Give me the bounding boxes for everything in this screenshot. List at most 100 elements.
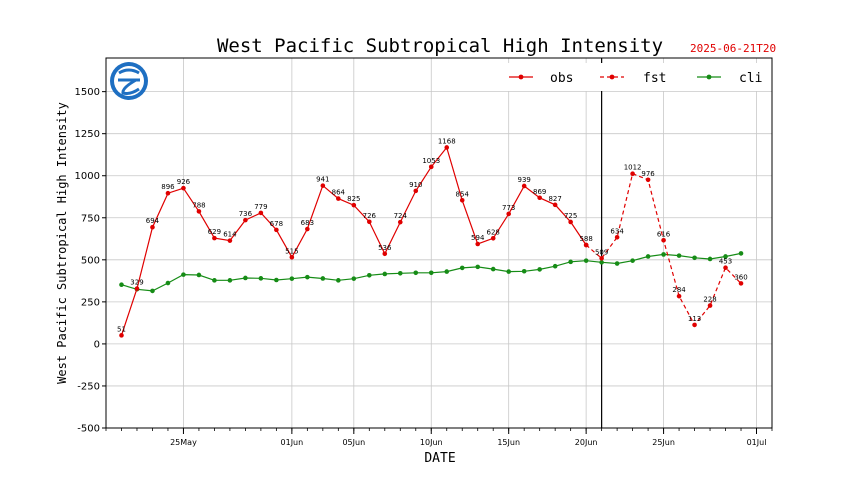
data-point-cli bbox=[367, 272, 372, 278]
x-tick-label: 25May bbox=[170, 438, 197, 447]
y-tick-label: 1000 bbox=[75, 171, 100, 182]
data-label-obs: 869 bbox=[533, 188, 546, 196]
data-point-fst bbox=[738, 281, 744, 286]
x-axis: 25May 01Jun 05Jun 10Jun 15Jun 20Jun 25Jun 01Jul bbox=[105, 428, 773, 447]
data-label-fst: 284 bbox=[672, 286, 686, 294]
data-point-obs bbox=[289, 254, 295, 260]
data-point-obs bbox=[475, 241, 481, 247]
x-tick-label: 10Jun bbox=[420, 438, 443, 447]
data-point-obs bbox=[568, 219, 573, 225]
data-label-fst: 1012 bbox=[624, 164, 642, 172]
data-label-obs: 825 bbox=[347, 195, 360, 203]
data-point-cli bbox=[738, 251, 744, 256]
data-label-obs: 1053 bbox=[422, 157, 440, 165]
data-point-cli bbox=[506, 269, 511, 274]
data-point-obs bbox=[243, 217, 248, 223]
data-point-obs bbox=[196, 209, 202, 214]
x-tick-label: 25Jun bbox=[652, 438, 675, 447]
plot-background bbox=[106, 58, 772, 428]
timestamp-label: 2025-06-21T20 bbox=[690, 42, 776, 55]
data-label-obs: 594 bbox=[471, 234, 485, 242]
data-label-obs: 854 bbox=[456, 190, 470, 198]
y-tick-label: -250 bbox=[77, 381, 100, 392]
data-point-cli bbox=[150, 288, 155, 294]
series-cli bbox=[119, 251, 744, 294]
data-point-cli bbox=[723, 254, 728, 259]
data-label-obs: 726 bbox=[363, 212, 377, 220]
data-label-obs: 588 bbox=[579, 235, 592, 243]
data-point-cli bbox=[320, 276, 326, 281]
data-label-obs: 628 bbox=[487, 228, 500, 236]
data-label-obs: 694 bbox=[146, 217, 160, 225]
data-point-cli bbox=[537, 267, 542, 272]
x-tick-label: 15Jun bbox=[497, 438, 520, 447]
data-point-cli bbox=[428, 270, 434, 276]
data-point-obs bbox=[212, 235, 217, 241]
plot-frame bbox=[105, 57, 773, 429]
data-point-cli bbox=[552, 263, 558, 269]
data-point-fst bbox=[692, 322, 697, 328]
data-label-obs: 773 bbox=[502, 204, 515, 212]
data-point-fst bbox=[630, 171, 635, 177]
data-label-fst: 453 bbox=[719, 258, 732, 266]
data-point-cli bbox=[227, 278, 233, 283]
data-label-obs: 926 bbox=[177, 178, 191, 186]
data-point-obs bbox=[320, 183, 326, 188]
data-point-cli bbox=[397, 270, 403, 276]
data-point-obs bbox=[537, 195, 542, 201]
data-label-obs: 329 bbox=[130, 279, 143, 287]
data-point-cli bbox=[475, 264, 481, 270]
legend-marker-obs bbox=[518, 74, 524, 80]
data-point-obs bbox=[336, 196, 341, 201]
data-label-obs: 614 bbox=[223, 231, 237, 239]
data-point-cli bbox=[165, 280, 171, 286]
data-label-obs: 788 bbox=[192, 201, 205, 209]
data-point-cli bbox=[413, 270, 419, 276]
data-point-obs bbox=[351, 202, 357, 208]
data-point-obs bbox=[506, 211, 511, 217]
data-point-cli bbox=[707, 256, 713, 262]
data-label-obs: 725 bbox=[564, 212, 577, 220]
data-label-obs: 536 bbox=[378, 244, 392, 252]
data-point-obs bbox=[367, 219, 372, 225]
legend: obs fst cli bbox=[506, 63, 762, 91]
data-point-cli bbox=[630, 258, 635, 263]
legend-marker-fst bbox=[609, 74, 615, 80]
y-axis: -500 -250 0 250 500 750 1000 1250 1500 bbox=[75, 87, 106, 435]
data-point-cli bbox=[568, 259, 573, 265]
x-tick-label: 01Jul bbox=[747, 438, 767, 447]
data-point-cli bbox=[382, 271, 388, 277]
legend-label-fst: fst bbox=[643, 71, 666, 86]
data-point-cli bbox=[490, 266, 496, 272]
data-point-fst bbox=[645, 177, 651, 183]
data-label-obs: 910 bbox=[409, 181, 422, 189]
data-label-fst: 228 bbox=[703, 296, 716, 304]
data-point-obs bbox=[490, 235, 496, 241]
data-label-obs: 827 bbox=[548, 195, 561, 203]
data-label-obs: 779 bbox=[254, 203, 267, 211]
x-tick-label: 05Jun bbox=[342, 438, 365, 447]
y-axis-label: West Pacific Subtropical High Intensity bbox=[55, 102, 69, 384]
y-tick-label: 750 bbox=[81, 213, 100, 224]
data-point-obs bbox=[258, 210, 264, 216]
data-point-fst bbox=[661, 238, 666, 243]
data-point-cli bbox=[305, 274, 310, 280]
data-point-cli bbox=[521, 268, 527, 274]
y-tick-label: 250 bbox=[81, 297, 100, 308]
data-label-obs: 629 bbox=[208, 228, 221, 236]
data-label-fst: 509 bbox=[595, 248, 608, 256]
data-point-cli bbox=[274, 277, 279, 283]
data-point-cli bbox=[336, 278, 341, 283]
y-tick-label: -500 bbox=[77, 424, 100, 435]
data-point-obs bbox=[397, 219, 403, 225]
legend-item-fst: fst bbox=[600, 71, 666, 86]
data-point-obs bbox=[444, 145, 450, 150]
data-label-obs: 683 bbox=[301, 219, 314, 227]
legend-box bbox=[506, 63, 760, 91]
data-point-obs bbox=[165, 190, 171, 196]
data-point-cli bbox=[212, 278, 217, 283]
